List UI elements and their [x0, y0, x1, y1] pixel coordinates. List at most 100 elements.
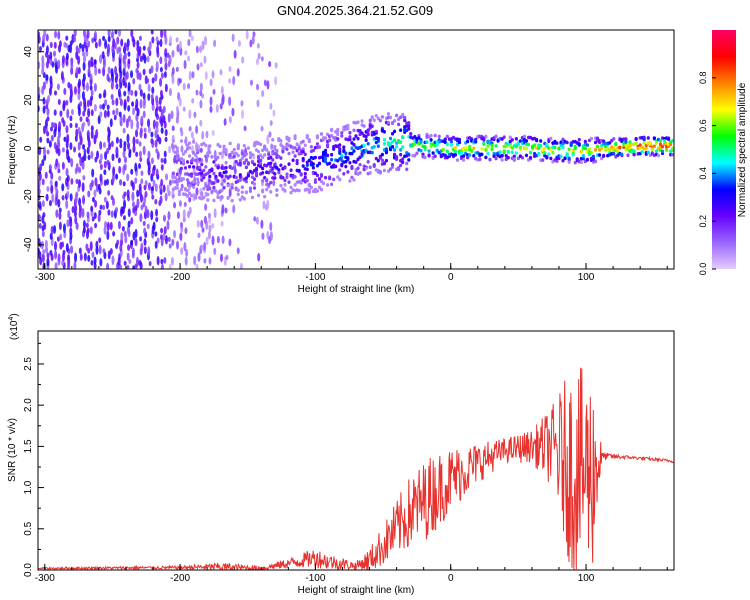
spectrogram-cell — [346, 126, 350, 131]
spectrogram-cell — [65, 148, 69, 155]
spectrogram-cell — [116, 36, 120, 45]
spectrogram-cell — [81, 44, 85, 53]
spectrogram-cell — [155, 208, 159, 217]
spectrogram-cell — [127, 244, 131, 251]
spectrogram-cell — [295, 148, 299, 153]
spectrogram-cell — [178, 97, 182, 107]
spectrogram-cell — [159, 234, 163, 240]
spectrogram-cell — [135, 67, 139, 74]
spectrogram-cell — [168, 35, 172, 45]
spectrogram-cell — [250, 152, 255, 157]
spectrogram-cell — [208, 150, 212, 155]
spectrogram-cell — [143, 127, 147, 133]
spectrogram-cell — [311, 148, 315, 153]
spectrogram-cell — [38, 146, 42, 156]
spectrogram-cell — [208, 224, 212, 233]
spectrogram-cell — [90, 205, 94, 212]
spectrogram-cell — [224, 207, 228, 214]
spectrogram-cell — [293, 146, 297, 150]
spectrogram-cell — [378, 118, 382, 123]
spectrogram-cell — [386, 120, 391, 125]
spectrogram-cell — [567, 160, 571, 164]
spectrogram-cell — [212, 160, 216, 164]
spectrogram-cell — [252, 162, 257, 167]
spectrogram-cell — [41, 60, 45, 70]
spectrogram-cell — [216, 195, 220, 199]
spectrogram-cell — [156, 237, 160, 244]
spectrogram-cell — [132, 136, 136, 147]
spectrogram-cell — [190, 35, 194, 42]
spectrogram-cell — [549, 147, 553, 152]
spectrogram-cell — [305, 167, 309, 172]
spectrogram-cell — [46, 257, 50, 267]
spectrogram-cell — [179, 139, 184, 143]
spectrogram-cell — [136, 40, 140, 48]
spectrogram-cell — [241, 56, 245, 64]
spectrogram-cell — [502, 135, 506, 139]
spectrogram-cell — [66, 108, 70, 119]
spectrogram-cell — [120, 238, 124, 247]
spectrogram-cell — [130, 30, 134, 38]
spectrogram-cell — [340, 162, 344, 167]
spectrogram-cell — [75, 66, 79, 77]
spectrogram-cell — [74, 215, 78, 225]
spectrogram-cell — [271, 137, 275, 142]
spectrogram-cell — [323, 136, 328, 140]
spectrogram-cell — [168, 243, 172, 249]
spectrogram-cell — [199, 90, 203, 97]
spectrogram-cell — [293, 175, 297, 179]
spectrogram-cell — [94, 200, 98, 208]
spectrogram-cell — [164, 192, 168, 202]
spectrogram-cell — [502, 149, 506, 153]
spectrogram-cell — [135, 98, 139, 109]
spectrogram-cell — [563, 156, 567, 160]
spectrogram-cell — [589, 150, 594, 155]
spectrogram-cell — [150, 30, 154, 35]
spectrogram-cell — [595, 144, 600, 149]
spectrogram-cell — [638, 143, 642, 147]
spectrogram-cell — [632, 149, 636, 154]
spectrogram-cell — [199, 99, 203, 109]
spectrogram-cell — [134, 162, 138, 172]
spectrogram-cell — [427, 149, 431, 153]
spectrogram-cell — [557, 146, 561, 151]
spectrogram-cell — [328, 176, 332, 181]
spectrogram-cell — [110, 93, 114, 100]
spectrogram-cell — [78, 210, 82, 219]
spectrogram-cell — [39, 136, 43, 143]
spectrogram-cell — [82, 226, 86, 234]
spectrogram-cell — [163, 150, 167, 158]
spectrogram-cell — [279, 143, 283, 147]
spectrogram-cell — [468, 153, 472, 157]
spectrogram-cell — [433, 154, 437, 159]
spectrogram-cell — [261, 189, 265, 194]
spectrogram-cell — [54, 180, 58, 187]
spectrogram-cell — [478, 157, 482, 162]
spectrogram-cell — [514, 151, 518, 155]
spectrogram-cell — [350, 175, 354, 180]
spectrogram-cell — [78, 197, 82, 207]
spectrogram-cell — [57, 59, 61, 70]
spectrogram-cell — [374, 156, 378, 161]
spectrogram-cell — [271, 166, 275, 171]
spectrogram-cell — [545, 142, 549, 147]
spectrogram-cell — [95, 129, 99, 139]
spectrogram-cell — [57, 162, 61, 170]
spectrogram-cell — [48, 140, 52, 148]
spectrogram-cell — [56, 83, 60, 91]
spectrogram-cell — [74, 122, 78, 129]
spectrogram-cell — [44, 127, 48, 134]
spectrogram-cell — [182, 209, 186, 220]
spectrogram-cell — [156, 151, 160, 160]
spectrogram-cell — [90, 89, 94, 97]
spectrogram-cell — [109, 118, 113, 128]
spectrogram-cell — [441, 147, 445, 152]
spectrogram-cell — [317, 145, 322, 149]
spectrogram-cell — [48, 199, 52, 207]
spectrogram-cell — [82, 55, 86, 63]
spectrogram-cell — [263, 145, 267, 150]
spectrogram-cell — [131, 35, 135, 43]
spectrogram-cell — [85, 116, 89, 123]
spectrogram-cell — [224, 160, 228, 165]
spectrogram-x-ticks: -300 -200 -100 0 100 — [35, 263, 668, 283]
